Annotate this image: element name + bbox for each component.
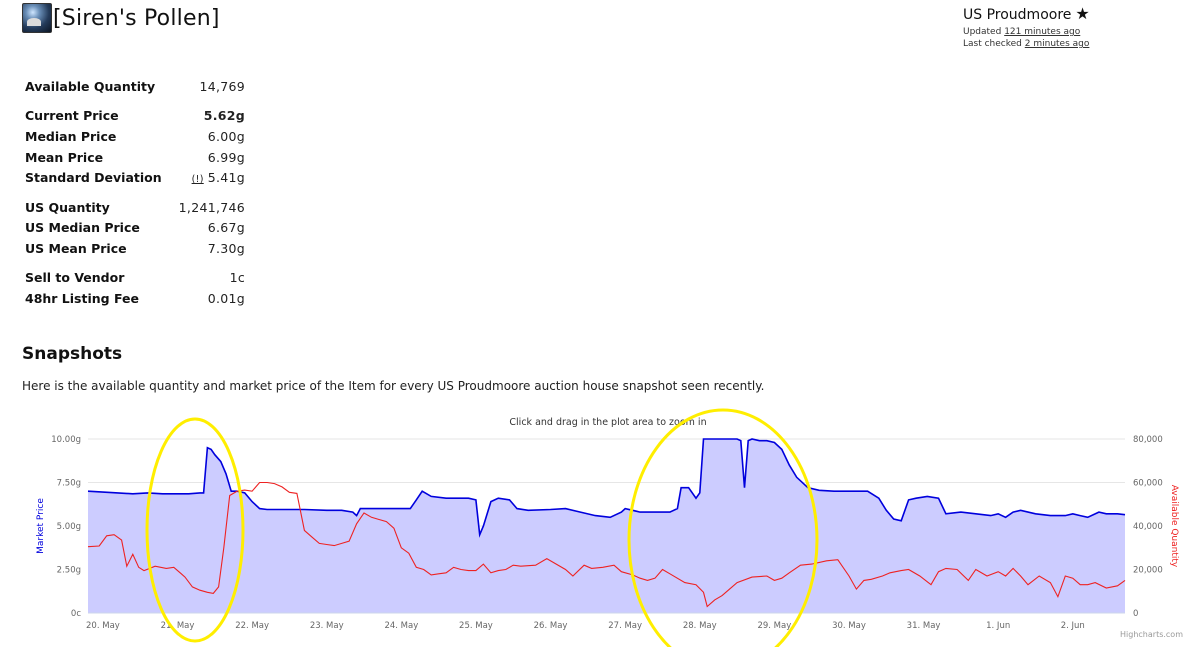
item-header: [Siren's Pollen]	[22, 3, 220, 33]
highcharts-credits[interactable]: Highcharts.com	[1120, 630, 1183, 639]
stat-value: 7.30g	[207, 241, 245, 256]
realm-name-line: US Proudmoore ★	[963, 4, 1143, 23]
stat-value-wrap: (!) 5.41g	[192, 168, 245, 189]
x-tick-label: 30. May	[832, 621, 866, 631]
stat-label: 48hr Listing Fee	[25, 290, 139, 306]
checked-line: Last checked 2 minutes ago	[963, 38, 1143, 50]
right-tick-label: 80,000	[1133, 435, 1163, 445]
updated-line: Updated 121 minutes ago	[963, 26, 1143, 38]
realm-name[interactable]: US Proudmoore	[963, 7, 1072, 23]
stat-us-mean-price: US Mean Price 7.30g	[25, 239, 245, 260]
left-tick-label: 10.00g	[51, 435, 81, 445]
stat-value: 5.41g	[207, 170, 245, 186]
right-tick-label: 20,000	[1133, 566, 1163, 576]
right-tick-label: 0	[1133, 609, 1138, 619]
stat-value: 0.01g	[207, 290, 245, 306]
stats-table: Available Quantity 14,769 Current Price …	[25, 77, 245, 310]
stat-value: 5.62g	[203, 108, 245, 124]
stat-label: Standard Deviation	[25, 170, 162, 186]
x-tick-label: 21. May	[161, 621, 195, 631]
left-tick-label: 5.00g	[57, 522, 81, 532]
stat-value: 1c	[229, 270, 245, 286]
stat-label: US Median Price	[25, 220, 140, 236]
snapshot-chart[interactable]: Click and drag in the plot area to zoom …	[0, 405, 1200, 647]
stat-current-price: Current Price 5.62g	[25, 106, 245, 127]
stat-mean-price: Mean Price 6.99g	[25, 148, 245, 169]
stat-available-quantity: Available Quantity 14,769	[25, 77, 245, 98]
stat-median-price: Median Price 6.00g	[25, 127, 245, 148]
market-price-line[interactable]	[87, 438, 1126, 538]
chart-zoom-hint: Click and drag in the plot area to zoom …	[509, 417, 706, 428]
x-tick-label: 2. Jun	[1061, 621, 1085, 631]
stat-label: Current Price	[25, 108, 119, 124]
checked-label: Last checked	[963, 39, 1022, 49]
stat-listing-fee: 48hr Listing Fee 0.01g	[25, 289, 245, 310]
std-dev-warning-link[interactable]: (!)	[191, 174, 204, 186]
favorite-star-icon[interactable]: ★	[1075, 4, 1090, 23]
stat-std-dev: Standard Deviation (!) 5.41g	[25, 168, 245, 189]
stat-label: Median Price	[25, 128, 117, 144]
highlight-circle	[627, 408, 819, 647]
left-axis-title: Market Price	[36, 498, 46, 554]
snapshots-heading: Snapshots	[22, 344, 123, 364]
market-price-area	[88, 439, 1125, 613]
stat-sell-to-vendor: Sell to Vendor 1c	[25, 268, 245, 289]
x-tick-label: 20. May	[86, 621, 120, 631]
stat-label: Sell to Vendor	[25, 270, 125, 286]
x-tick-label: 24. May	[384, 621, 418, 631]
x-tick-label: 25. May	[459, 621, 493, 631]
left-tick-label: 7.50g	[57, 479, 81, 489]
stat-us-quantity: US Quantity 1,241,746	[25, 198, 245, 219]
item-name[interactable]: [Siren's Pollen]	[53, 5, 220, 31]
left-tick-label: 2.50g	[57, 566, 81, 576]
highlight-circle	[145, 417, 245, 643]
updated-time-link[interactable]: 121 minutes ago	[1004, 27, 1081, 37]
stat-label: US Mean Price	[25, 241, 127, 256]
stat-value: 6.67g	[207, 220, 245, 236]
right-tick-label: 40,000	[1133, 522, 1163, 532]
x-tick-label: 26. May	[534, 621, 568, 631]
stat-value: 6.00g	[207, 128, 245, 144]
x-tick-label: 23. May	[310, 621, 344, 631]
x-tick-label: 22. May	[235, 621, 269, 631]
x-tick-label: 29. May	[757, 621, 791, 631]
stat-value: 6.99g	[207, 149, 245, 165]
left-tick-label: 0c	[71, 609, 81, 619]
stat-value: 1,241,746	[178, 199, 245, 215]
updated-label: Updated	[963, 27, 1002, 37]
right-tick-label: 60,000	[1133, 479, 1163, 489]
available-quantity-line[interactable]	[87, 481, 1126, 608]
checked-time-link[interactable]: 2 minutes ago	[1024, 39, 1090, 49]
stat-label: Available Quantity	[25, 79, 156, 94]
realm-info: US Proudmoore ★ Updated 121 minutes ago L…	[963, 4, 1143, 50]
stat-us-median-price: US Median Price 6.67g	[25, 218, 245, 239]
x-tick-label: 28. May	[683, 621, 717, 631]
right-axis-title: Available Quantity	[1169, 485, 1179, 568]
stat-value: 14,769	[199, 79, 245, 94]
stat-label: Mean Price	[25, 149, 104, 165]
item-icon	[22, 3, 52, 33]
x-tick-label: 27. May	[608, 621, 642, 631]
snapshots-description: Here is the available quantity and marke…	[22, 379, 765, 393]
x-tick-label: 31. May	[907, 621, 941, 631]
x-tick-label: 1. Jun	[986, 621, 1010, 631]
stat-label: US Quantity	[25, 199, 110, 215]
